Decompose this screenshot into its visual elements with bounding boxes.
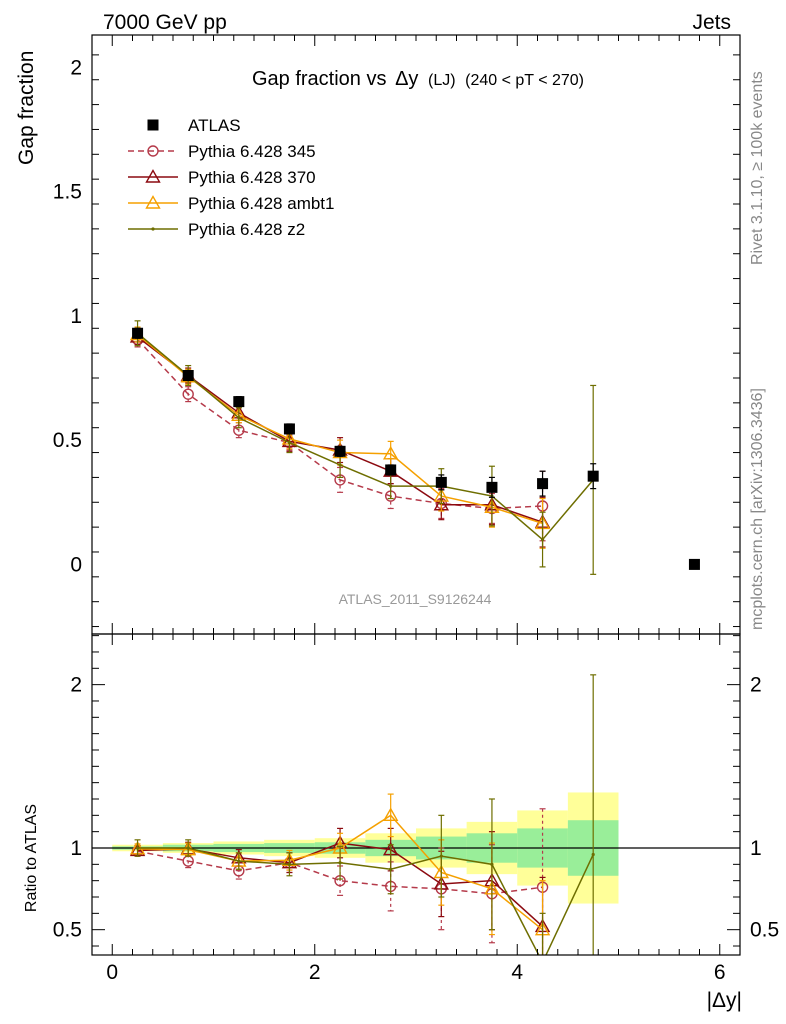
series-line — [137, 850, 543, 895]
series-pythia-6-428-z2 — [134, 320, 597, 575]
data-point — [541, 961, 544, 964]
data-point — [382, 445, 399, 460]
legend-entry: ATLAS — [147, 116, 241, 135]
data-point — [186, 846, 190, 850]
x-tick-label: 0 — [106, 961, 118, 984]
main-plot-panel: 0 0.5 1 1.5 2 Gap fraction Gap fraction vs Δ… — [15, 34, 741, 635]
legend-label: ATLAS — [188, 116, 241, 135]
data-point — [382, 807, 399, 822]
legend-entry: Pythia 6.428 345 — [128, 142, 316, 161]
data-point — [132, 327, 144, 339]
data-point — [147, 145, 159, 157]
data-point — [287, 441, 292, 445]
ratio-y-tick-label: 2 — [70, 674, 82, 697]
data-point — [587, 470, 599, 482]
data-point — [688, 558, 700, 570]
legend: ATLAS Pythia 6.428 345 Pythia 6.428 370 Pyt… — [128, 116, 334, 239]
data-point — [389, 867, 393, 871]
y-tick-label: 2 — [70, 56, 82, 79]
x-tick-label: 4 — [511, 961, 523, 984]
data-point — [338, 861, 342, 865]
data-point — [145, 195, 161, 209]
category-label: Jets — [692, 11, 731, 34]
data-point — [338, 463, 342, 467]
ratio-y-tick-label: 0.5 — [53, 919, 82, 942]
series-line — [137, 332, 594, 541]
legend-label: Pythia 6.428 345 — [188, 142, 316, 161]
series-atlas — [132, 327, 700, 570]
data-point — [591, 852, 595, 857]
data-point — [435, 476, 447, 488]
data-point — [540, 537, 545, 542]
data-point — [237, 859, 241, 863]
data-point — [151, 227, 155, 231]
legend-label: Pythia 6.428 z2 — [188, 220, 305, 239]
data-point — [233, 396, 245, 408]
ratio-y-tick-label-right: 1 — [750, 837, 762, 860]
data-point — [237, 416, 241, 420]
ratio-plot-frame — [91, 633, 741, 956]
data-point — [385, 464, 397, 476]
legend-entry: Pythia 6.428 370 — [128, 168, 316, 187]
data-point — [490, 862, 494, 866]
data-point — [135, 846, 140, 850]
series-pythia-6-428-370 — [129, 328, 551, 548]
y-tick-label: 0 — [70, 553, 82, 576]
title-range: (240 < pT < 270) — [465, 72, 584, 89]
main-ylabel: Gap fraction — [15, 51, 38, 165]
y-tick-label: 0.5 — [53, 429, 82, 452]
data-point — [147, 119, 159, 131]
data-point — [287, 862, 292, 866]
ratio-plot-panel: 0.5 0.5 1 1 2 2 0 2 4 6 Ratio to ATLAS |Δy| — [23, 633, 779, 1012]
data-point — [439, 854, 443, 858]
data-point — [182, 388, 194, 400]
legend-entry: Pythia 6.428 z2 — [128, 220, 305, 239]
title-main: Gap fraction vs — [252, 68, 387, 90]
series-pythia-6-428-z2 — [134, 674, 597, 964]
energy-label: 7000 GeV pp — [103, 11, 227, 34]
x-tick-label: 2 — [309, 961, 321, 984]
series-line — [137, 338, 543, 510]
legend-label: Pythia 6.428 ambt1 — [188, 194, 334, 213]
data-point — [389, 484, 393, 488]
ratio-y-tick-label-right: 2 — [750, 674, 762, 697]
data-point — [486, 481, 498, 493]
y-tick-label: 1.5 — [53, 181, 82, 204]
x-tick-label: 6 — [714, 961, 726, 984]
analysis-watermark: ATLAS_2011_S9126244 — [339, 591, 492, 607]
series-line — [137, 847, 594, 955]
data-point — [283, 423, 295, 435]
ratio-ylabel: Ratio to ATLAS — [23, 804, 40, 912]
ratio-y-tick-label: 1 — [70, 837, 82, 860]
legend-label: Pythia 6.428 370 — [188, 168, 316, 187]
ratio-y-tick-label-right: 0.5 — [750, 919, 779, 942]
title-delta: Δy — [395, 68, 418, 90]
y-tick-label: 1 — [70, 305, 82, 328]
data-point — [537, 478, 549, 490]
rivet-version-label: Rivet 3.1.10, ≥ 100k events — [749, 71, 766, 265]
title-lj: (LJ) — [428, 72, 456, 89]
data-point — [182, 370, 194, 382]
main-title: Gap fraction vs Δy (LJ) (240 < pT < 270) — [252, 68, 584, 90]
data-point — [145, 169, 161, 183]
legend-entry: Pythia 6.428 ambt1 — [128, 194, 334, 213]
series-line — [137, 333, 543, 525]
data-point — [334, 445, 346, 457]
ratio-xlabel: |Δy| — [707, 989, 742, 1012]
mcplots-label: mcplots.cern.ch [arXiv:1306.3436] — [749, 388, 766, 630]
